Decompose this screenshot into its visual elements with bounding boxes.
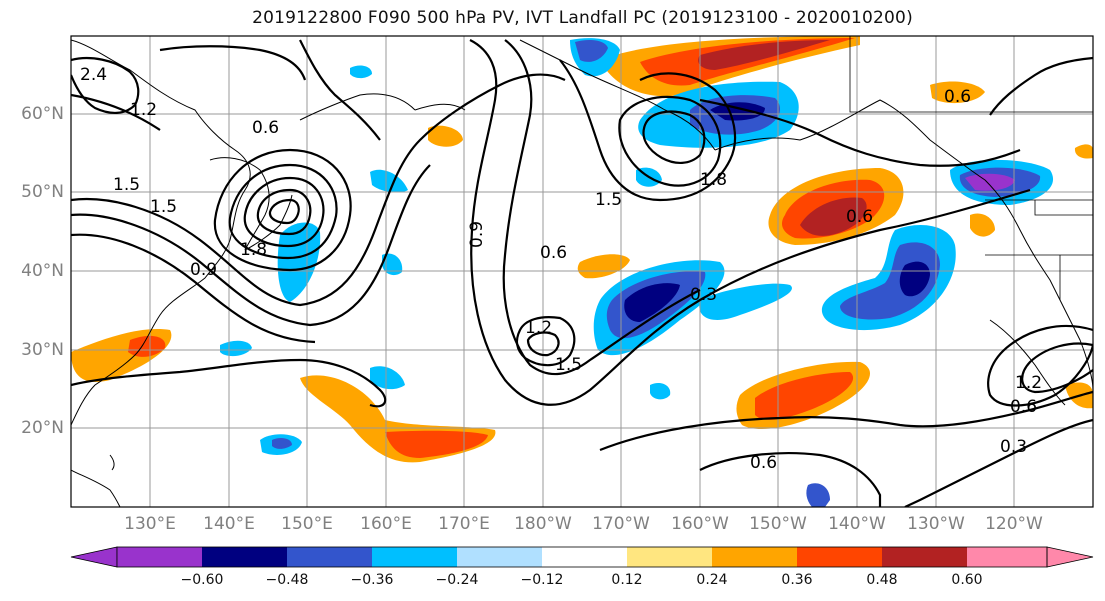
colorbar-bin — [202, 547, 287, 567]
contour-labels: 0.6 0.6 0.6 0.6 0.6 0.6 0.9 0.9 1.2 1.2 … — [80, 65, 1042, 473]
colorbar-tick-label: 0.48 — [866, 572, 898, 588]
pv-contours — [71, 39, 1093, 507]
lon-label: 120°W — [985, 514, 1043, 534]
colorbar-high-extend — [1046, 546, 1094, 568]
shade-negative-bc-max — [965, 173, 1015, 191]
colorbar-bin — [542, 547, 627, 567]
lon-label: 130°E — [124, 514, 176, 534]
colorbar-bin — [967, 547, 1047, 567]
colorbar-bin — [797, 547, 882, 567]
contour-label: 0.6 — [846, 207, 873, 227]
shade-negative-alaska-max — [710, 102, 765, 121]
shade-negative-east-core — [840, 242, 940, 320]
lat-label: 40°N — [21, 261, 64, 281]
lon-label: 170°W — [592, 514, 650, 534]
lat-label: 50°N — [21, 182, 64, 202]
colorbar-bin — [117, 547, 202, 567]
shade-positive-north-max — [698, 40, 830, 70]
shade-positive-small-3 — [930, 81, 985, 104]
contour-label: 1.5 — [150, 197, 177, 217]
contour-label: 1.5 — [595, 190, 622, 210]
shade-negative-small-2 — [370, 169, 408, 193]
shade-positive-south-west-core — [385, 430, 488, 458]
colorbar-tick-label: −0.36 — [350, 572, 394, 588]
contour-label: 0.6 — [540, 243, 567, 263]
shade-negative-japan-jet — [277, 222, 321, 302]
colorbar-tick-label: −0.48 — [265, 572, 309, 588]
shade-negative-small-6-core — [575, 40, 608, 62]
graticule — [71, 36, 1093, 507]
lat-label: 60°N — [21, 104, 64, 124]
colorbar-tick-label: 0.60 — [951, 572, 983, 588]
shade-positive-south-east-core — [755, 372, 854, 420]
borders — [849, 36, 1093, 300]
lat-label: 20°N — [21, 418, 64, 438]
contour-label: 0.3 — [1000, 437, 1027, 457]
colorbar-bin — [372, 547, 457, 567]
lon-label: 140°E — [203, 514, 255, 534]
contour-label: 0.6 — [944, 87, 971, 107]
lon-label: 140°W — [828, 514, 886, 534]
colorbar-tick-label: 0.12 — [611, 572, 643, 588]
contour-label: 0.9 — [467, 221, 487, 248]
contour-label: 1.8 — [700, 170, 727, 190]
shade-negative-small-5 — [382, 253, 403, 276]
contour-label: 1.5 — [113, 175, 140, 195]
lon-label: 150°W — [749, 514, 807, 534]
colorbar-bin — [287, 547, 372, 567]
contour-label: 0.9 — [190, 260, 217, 280]
contour-label: 2.4 — [80, 65, 107, 85]
shade-negative-east-max — [899, 261, 930, 297]
colorbar — [70, 546, 1094, 568]
shade-negative-small-10 — [650, 383, 671, 400]
lat-label: 30°N — [21, 340, 64, 360]
shade-positive-small-4 — [970, 213, 995, 237]
contour-label: 1.8 — [240, 240, 267, 260]
contour-label: 0.6 — [252, 118, 279, 138]
lon-label: 160°E — [360, 514, 412, 534]
contour-label: 0.3 — [690, 285, 717, 305]
shade-negative-band — [699, 283, 792, 320]
shade-negative-small-3 — [220, 340, 252, 357]
shade-negative-small-9 — [806, 483, 830, 507]
colorbar-bin — [457, 547, 542, 567]
colorbar-bin — [712, 547, 797, 567]
lon-label: 160°W — [671, 514, 729, 534]
contour-label: 0.6 — [750, 453, 777, 473]
contour-label: 1.2 — [130, 100, 157, 120]
shade-negative-small-4 — [370, 366, 405, 390]
colorbar-bin — [627, 547, 712, 567]
colorbar-tick-label: 0.24 — [696, 572, 728, 588]
colorbar-low-extend — [70, 546, 118, 568]
shade-positive-small-1 — [577, 254, 630, 279]
map-frame — [70, 35, 1094, 508]
contour-label: 1.2 — [525, 318, 552, 338]
shade-negative-midpac-max — [624, 283, 680, 322]
shade-negative-small-1-core — [272, 437, 292, 449]
colorbar-tick-label: −0.12 — [520, 572, 564, 588]
colorbar-bin — [882, 547, 967, 567]
map-title: 2019122800 F090 500 hPa PV, IVT Landfall… — [252, 8, 913, 28]
contour-label: 0.6 — [1010, 397, 1037, 417]
lon-label: 150°E — [281, 514, 333, 534]
shade-positive-gulf-alaska-max — [800, 197, 867, 236]
shade-negative-small-7 — [350, 65, 372, 79]
lon-label: 180°W — [514, 514, 572, 534]
contour-label: 1.2 — [1015, 373, 1042, 393]
colorbar-tick-label: −0.24 — [435, 572, 479, 588]
lon-label: 170°E — [438, 514, 490, 534]
shade-positive-small-2 — [428, 125, 463, 147]
lon-label: 130°W — [907, 514, 965, 534]
contour-label: 1.5 — [555, 355, 582, 375]
shade-positive-small-6 — [1074, 144, 1093, 159]
colorbar-tick-label: 0.36 — [781, 572, 813, 588]
colorbar-tick-label: −0.60 — [180, 572, 224, 588]
